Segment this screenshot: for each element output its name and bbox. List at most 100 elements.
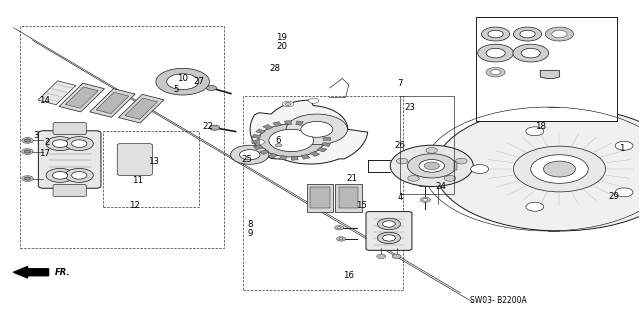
Circle shape xyxy=(424,162,440,170)
Circle shape xyxy=(206,85,216,91)
Circle shape xyxy=(24,139,31,142)
Circle shape xyxy=(490,70,500,75)
Circle shape xyxy=(273,142,284,148)
Circle shape xyxy=(275,144,282,147)
Text: 3: 3 xyxy=(33,131,38,140)
Polygon shape xyxy=(59,83,104,112)
Circle shape xyxy=(435,107,640,231)
Circle shape xyxy=(486,48,505,58)
Wedge shape xyxy=(305,123,314,128)
FancyArrow shape xyxy=(13,267,49,278)
Polygon shape xyxy=(307,184,333,211)
Circle shape xyxy=(65,137,93,151)
Circle shape xyxy=(481,27,509,41)
Circle shape xyxy=(254,139,264,145)
FancyBboxPatch shape xyxy=(117,144,152,175)
Polygon shape xyxy=(65,87,98,108)
Circle shape xyxy=(282,101,294,107)
Circle shape xyxy=(470,165,488,174)
Circle shape xyxy=(420,197,431,202)
Wedge shape xyxy=(310,152,320,156)
Wedge shape xyxy=(319,131,329,136)
FancyBboxPatch shape xyxy=(53,184,86,197)
FancyBboxPatch shape xyxy=(38,131,101,188)
Circle shape xyxy=(526,202,544,211)
Circle shape xyxy=(513,27,541,41)
Circle shape xyxy=(378,218,401,230)
Polygon shape xyxy=(125,98,157,119)
Circle shape xyxy=(419,160,445,172)
Circle shape xyxy=(46,168,74,182)
Circle shape xyxy=(52,172,68,179)
Text: 11: 11 xyxy=(132,176,143,185)
Circle shape xyxy=(383,221,396,227)
Circle shape xyxy=(24,150,31,153)
Circle shape xyxy=(390,145,473,187)
Wedge shape xyxy=(284,121,291,125)
Wedge shape xyxy=(317,147,327,152)
Circle shape xyxy=(24,177,31,180)
Wedge shape xyxy=(322,143,330,146)
Circle shape xyxy=(520,30,535,38)
Circle shape xyxy=(531,155,588,183)
Wedge shape xyxy=(268,153,277,158)
Text: 18: 18 xyxy=(535,122,546,131)
Text: 28: 28 xyxy=(270,64,281,73)
Wedge shape xyxy=(301,154,310,159)
Wedge shape xyxy=(291,156,298,160)
Wedge shape xyxy=(296,121,303,125)
Circle shape xyxy=(46,137,74,151)
Text: 26: 26 xyxy=(394,141,405,150)
Wedge shape xyxy=(252,134,261,138)
Circle shape xyxy=(456,158,467,164)
Text: 23: 23 xyxy=(404,103,415,112)
Circle shape xyxy=(269,129,314,152)
Text: 10: 10 xyxy=(177,74,188,83)
Circle shape xyxy=(156,68,209,95)
Circle shape xyxy=(337,227,341,229)
Circle shape xyxy=(339,238,343,240)
Circle shape xyxy=(230,145,269,164)
Text: 6: 6 xyxy=(276,136,281,145)
Circle shape xyxy=(526,127,544,136)
Bar xyxy=(476,17,617,122)
Text: FR.: FR. xyxy=(55,268,70,277)
Circle shape xyxy=(52,140,68,147)
Text: 14: 14 xyxy=(38,96,50,105)
Circle shape xyxy=(167,74,198,90)
Circle shape xyxy=(543,161,575,177)
Text: 29: 29 xyxy=(609,191,619,201)
Circle shape xyxy=(72,140,87,147)
Circle shape xyxy=(552,30,567,38)
Circle shape xyxy=(426,147,438,153)
Circle shape xyxy=(615,188,633,197)
Circle shape xyxy=(286,114,348,145)
Circle shape xyxy=(308,98,319,103)
Text: 21: 21 xyxy=(346,174,357,183)
Circle shape xyxy=(545,27,573,41)
Circle shape xyxy=(383,235,396,241)
Polygon shape xyxy=(90,89,135,117)
Text: 7: 7 xyxy=(397,79,403,88)
Text: 1: 1 xyxy=(619,144,624,153)
Circle shape xyxy=(521,48,540,58)
Circle shape xyxy=(488,30,503,38)
Circle shape xyxy=(335,226,344,230)
Text: 13: 13 xyxy=(148,157,159,166)
Text: 2: 2 xyxy=(44,137,49,146)
Polygon shape xyxy=(38,81,76,105)
Wedge shape xyxy=(273,122,282,126)
Circle shape xyxy=(408,175,419,181)
Text: 8: 8 xyxy=(247,220,253,229)
Circle shape xyxy=(285,102,291,106)
Wedge shape xyxy=(323,137,331,140)
Circle shape xyxy=(513,146,605,192)
Circle shape xyxy=(396,158,408,164)
Circle shape xyxy=(477,44,513,62)
Wedge shape xyxy=(252,140,260,144)
Polygon shape xyxy=(310,187,330,208)
Wedge shape xyxy=(255,129,266,133)
Text: 9: 9 xyxy=(247,229,252,238)
Text: 5: 5 xyxy=(173,85,179,94)
FancyBboxPatch shape xyxy=(366,211,412,250)
